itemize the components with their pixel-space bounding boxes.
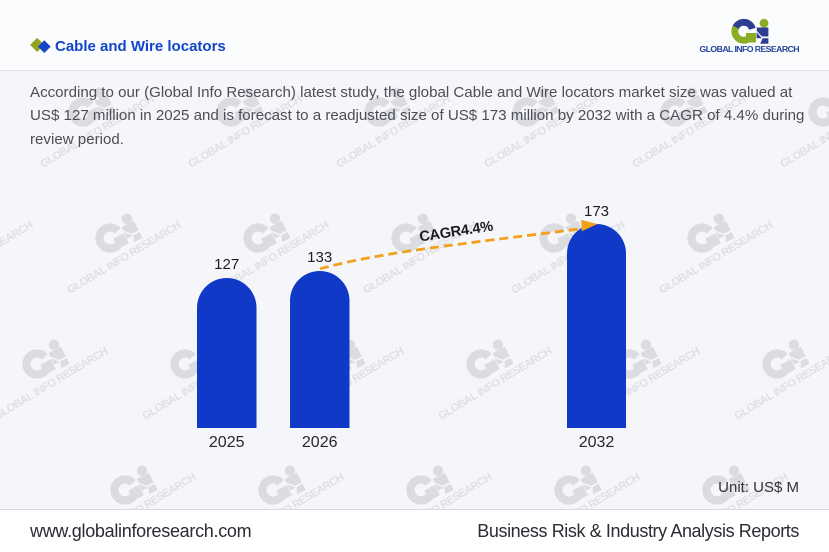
svg-text:2026: 2026: [302, 434, 338, 451]
svg-text:CAGR4.4%: CAGR4.4%: [418, 219, 494, 246]
svg-text:133: 133: [307, 249, 332, 266]
svg-text:2032: 2032: [579, 434, 615, 451]
svg-text:GLOBAL INFO RESEARCH: GLOBAL INFO RESEARCH: [700, 44, 800, 54]
svg-text:173: 173: [584, 203, 609, 220]
svg-text:127: 127: [214, 256, 239, 273]
svg-text:2025: 2025: [209, 434, 245, 451]
